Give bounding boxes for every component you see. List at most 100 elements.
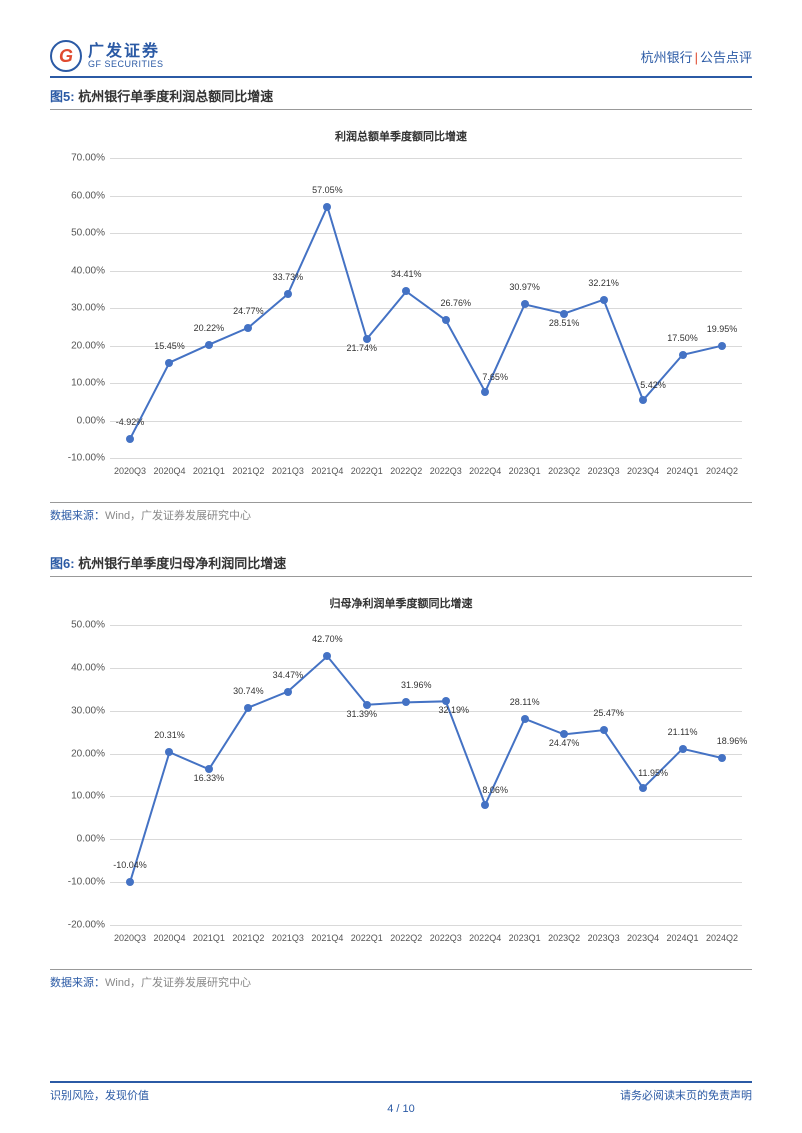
xtick-label: 2023Q2 bbox=[548, 466, 580, 476]
chart-data-label: -4.92% bbox=[116, 417, 145, 427]
xtick-label: 2024Q2 bbox=[706, 466, 738, 476]
page-total: 10 bbox=[403, 1103, 415, 1115]
xtick-label: 2024Q1 bbox=[667, 466, 699, 476]
chart-title: 利润总额单季度额同比增速 bbox=[50, 118, 752, 144]
chart-marker bbox=[442, 316, 450, 324]
gridline bbox=[110, 458, 742, 459]
chart-marker bbox=[363, 701, 371, 709]
chart-data-label: 8.06% bbox=[482, 785, 508, 795]
chart-marker bbox=[284, 688, 292, 696]
figure5-title: 图5: 杭州银行单季度利润总额同比增速 bbox=[50, 86, 752, 110]
chart-marker bbox=[639, 784, 647, 792]
chart-title: 归母净利润单季度额同比增速 bbox=[50, 585, 752, 611]
logo-text: 广发证券 GF SECURITIES bbox=[88, 44, 164, 69]
ytick-label: 10.00% bbox=[55, 378, 105, 389]
ytick-label: -10.00% bbox=[55, 453, 105, 464]
header-sep: | bbox=[695, 50, 698, 65]
figure5-chart: 利润总额单季度额同比增速 -10.00%0.00%10.00%20.00%30.0… bbox=[50, 118, 752, 498]
ytick-label: 20.00% bbox=[55, 340, 105, 351]
ytick-label: 0.00% bbox=[55, 834, 105, 845]
header-type: 公告点评 bbox=[700, 50, 752, 65]
figure6-title-text: 杭州银行单季度归母净利润同比增速 bbox=[78, 556, 286, 571]
chart-data-label: 24.77% bbox=[233, 306, 264, 316]
xtick-label: 2022Q1 bbox=[351, 466, 383, 476]
xtick-label: 2023Q2 bbox=[548, 933, 580, 943]
logo: G 广发证券 GF SECURITIES bbox=[50, 40, 164, 72]
chart-plot: -20.00%-10.00%0.00%10.00%20.00%30.00%40.… bbox=[110, 625, 742, 925]
ytick-label: 50.00% bbox=[55, 228, 105, 239]
xtick-label: 2022Q4 bbox=[469, 466, 501, 476]
figure6-source-text: Wind，广发证券发展研究中心 bbox=[105, 977, 251, 989]
xtick-label: 2024Q1 bbox=[667, 933, 699, 943]
xtick-label: 2022Q3 bbox=[430, 933, 462, 943]
chart-data-label: 25.47% bbox=[593, 708, 624, 718]
chart-marker bbox=[165, 359, 173, 367]
figure5-source-label: 数据来源： bbox=[50, 510, 105, 522]
chart-marker bbox=[244, 324, 252, 332]
chart-data-label: 28.51% bbox=[549, 318, 580, 328]
header-company: 杭州银行 bbox=[641, 50, 693, 65]
gridline bbox=[110, 925, 742, 926]
chart-data-label: 5.42% bbox=[640, 380, 666, 390]
chart-marker bbox=[205, 765, 213, 773]
xtick-label: 2021Q4 bbox=[311, 933, 343, 943]
chart-data-label: 18.96% bbox=[717, 736, 748, 746]
page-footer: 识别风险，发现价值 请务必阅读末页的免责声明 4 / 10 bbox=[50, 1081, 752, 1103]
chart-marker bbox=[521, 715, 529, 723]
ytick-label: -10.00% bbox=[55, 877, 105, 888]
ytick-label: 10.00% bbox=[55, 791, 105, 802]
ytick-label: 0.00% bbox=[55, 415, 105, 426]
chart-data-label: 31.96% bbox=[401, 680, 432, 690]
chart-data-label: 20.31% bbox=[154, 730, 185, 740]
chart-marker bbox=[560, 310, 568, 318]
chart-data-label: 26.76% bbox=[440, 298, 471, 308]
xtick-label: 2021Q1 bbox=[193, 933, 225, 943]
figure5-source-text: Wind，广发证券发展研究中心 bbox=[105, 510, 251, 522]
xtick-label: 2023Q3 bbox=[588, 933, 620, 943]
figure6-chart: 归母净利润单季度额同比增速 -20.00%-10.00%0.00%10.00%20… bbox=[50, 585, 752, 965]
chart-data-label: 32.21% bbox=[588, 278, 619, 288]
xtick-label: 2023Q1 bbox=[509, 933, 541, 943]
chart-data-label: 24.47% bbox=[549, 738, 580, 748]
figure5-prefix: 图5: bbox=[50, 89, 75, 104]
chart-marker bbox=[363, 335, 371, 343]
chart-marker bbox=[679, 351, 687, 359]
chart-data-label: 28.11% bbox=[510, 697, 540, 707]
chart-data-label: 21.11% bbox=[668, 727, 698, 737]
chart-marker bbox=[402, 698, 410, 706]
chart-marker bbox=[284, 290, 292, 298]
chart-marker bbox=[205, 341, 213, 349]
chart-data-label: 17.50% bbox=[667, 333, 698, 343]
chart-marker bbox=[679, 745, 687, 753]
page-current: 4 bbox=[387, 1103, 393, 1115]
chart-marker bbox=[165, 748, 173, 756]
chart-marker bbox=[521, 300, 529, 308]
ytick-label: 40.00% bbox=[55, 662, 105, 673]
chart-data-label: 19.95% bbox=[707, 324, 738, 334]
chart-data-label: 34.47% bbox=[273, 670, 304, 680]
chart-marker bbox=[244, 704, 252, 712]
chart-marker bbox=[402, 287, 410, 295]
xtick-label: 2021Q2 bbox=[232, 933, 264, 943]
xtick-label: 2021Q2 bbox=[232, 466, 264, 476]
chart-data-label: 57.05% bbox=[312, 185, 343, 195]
logo-icon: G bbox=[50, 40, 82, 72]
chart-data-label: 21.74% bbox=[347, 343, 378, 353]
chart-marker bbox=[481, 801, 489, 809]
footer-right: 请务必阅读末页的免责声明 bbox=[620, 1087, 752, 1103]
chart-marker bbox=[718, 342, 726, 350]
ytick-label: 30.00% bbox=[55, 705, 105, 716]
chart-data-label: 16.33% bbox=[194, 773, 225, 783]
chart-marker bbox=[639, 396, 647, 404]
ytick-label: 40.00% bbox=[55, 265, 105, 276]
xtick-label: 2020Q4 bbox=[153, 933, 185, 943]
page-number: 4 / 10 bbox=[387, 1103, 415, 1115]
chart-marker bbox=[481, 388, 489, 396]
xtick-label: 2023Q3 bbox=[588, 466, 620, 476]
chart-data-label: 20.22% bbox=[194, 323, 225, 333]
figure5-title-text: 杭州银行单季度利润总额同比增速 bbox=[78, 89, 273, 104]
figure6-prefix: 图6: bbox=[50, 556, 75, 571]
chart-plot: -10.00%0.00%10.00%20.00%30.00%40.00%50.0… bbox=[110, 158, 742, 458]
chart-line-svg bbox=[110, 158, 742, 458]
xtick-label: 2023Q4 bbox=[627, 933, 659, 943]
